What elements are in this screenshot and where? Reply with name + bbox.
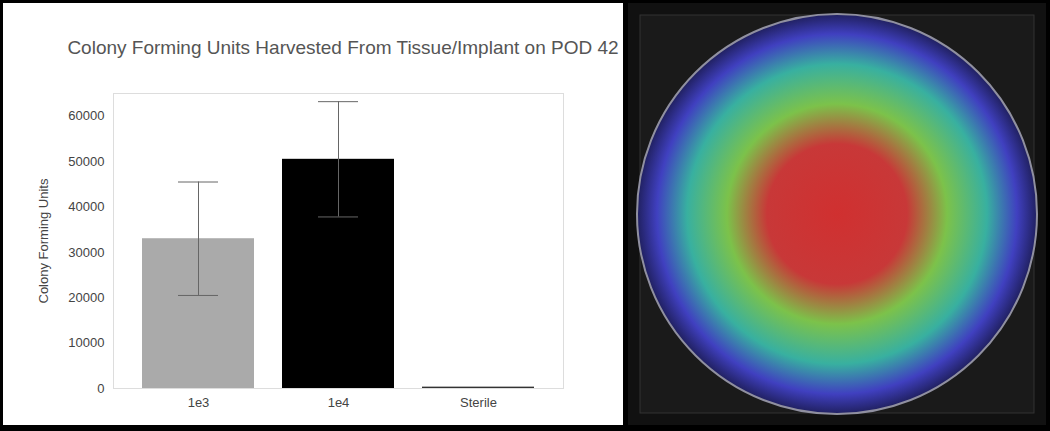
- svg-text:60000: 60000: [68, 108, 104, 123]
- svg-text:40000: 40000: [68, 199, 104, 214]
- svg-text:30000: 30000: [68, 245, 104, 260]
- svg-text:10000: 10000: [68, 335, 104, 350]
- svg-text:0: 0: [97, 381, 104, 396]
- svg-text:1e3: 1e3: [188, 395, 210, 410]
- svg-text:20000: 20000: [68, 290, 104, 305]
- svg-text:50000: 50000: [68, 154, 104, 169]
- svg-text:Sterile: Sterile: [460, 395, 497, 410]
- html-text:Colony Forming Units Harvested: Colony Forming Units Harvested From Tiss…: [67, 37, 619, 58]
- svg-text:1e4: 1e4: [328, 395, 350, 410]
- svg-text:Colony Forming Units: Colony Forming Units: [36, 178, 51, 303]
